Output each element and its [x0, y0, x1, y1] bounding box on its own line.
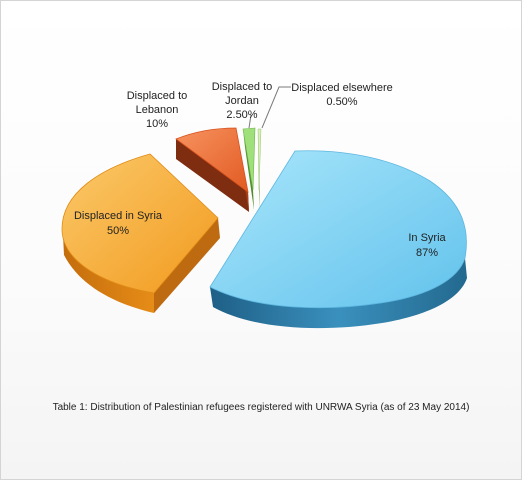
chart-caption: Table 1: Distribution of Palestinian ref…: [52, 402, 470, 413]
leader-line-elsewhere: [261, 86, 291, 129]
slice-in-syria-top: [209, 150, 467, 309]
slice-jordan-side: [243, 129, 254, 210]
label-jordan-value: 2.50%: [226, 109, 257, 121]
slice-lebanon: [175, 127, 249, 212]
slice-jordan: [242, 127, 256, 210]
slice-displaced-syria-top: [61, 153, 219, 294]
slice-jordan-top: [242, 127, 256, 191]
slice-elsewhere-top: [257, 128, 262, 191]
label-jordan-line1: Displaced to: [212, 81, 273, 93]
label-displaced-syria-value: 50%: [107, 225, 129, 237]
slice-in-syria: [209, 150, 467, 329]
label-in-syria-value: 87%: [416, 247, 438, 259]
slice-displaced-syria-side-cut: [154, 218, 220, 313]
slice-in-syria-side: [210, 258, 467, 329]
slice-displaced-syria-side-front: [63, 235, 154, 313]
slice-lebanon-top: [175, 127, 249, 193]
label-jordan-line2: Jordan: [225, 95, 259, 107]
slice-lebanon-side-left: [176, 139, 249, 212]
slice-elsewhere: [257, 128, 262, 210]
label-lebanon-line2: Lebanon: [136, 104, 179, 116]
label-lebanon-line1: Displaced to: [127, 90, 188, 102]
leader-line-jordan: [248, 114, 252, 129]
label-in-syria-name: In Syria: [408, 232, 446, 244]
label-elsewhere-value: 0.50%: [326, 96, 357, 108]
label-elsewhere-name: Displaced elsewhere: [291, 82, 393, 94]
slice-displaced-syria: [61, 153, 220, 313]
label-displaced-syria-name: Displaced in Syria: [74, 210, 163, 222]
label-lebanon-value: 10%: [146, 118, 168, 130]
